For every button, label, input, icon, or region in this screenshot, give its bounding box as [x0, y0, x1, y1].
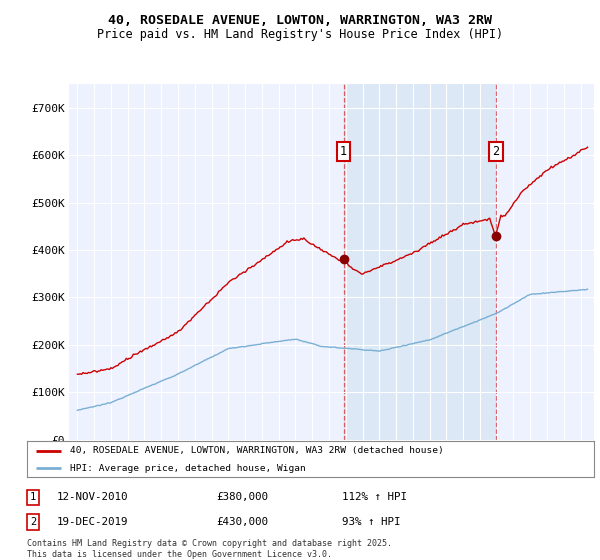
Text: 19-DEC-2019: 19-DEC-2019 [57, 517, 128, 527]
Text: HPI: Average price, detached house, Wigan: HPI: Average price, detached house, Wiga… [70, 464, 305, 473]
Text: 2: 2 [493, 145, 500, 158]
Text: 1: 1 [340, 145, 347, 158]
Text: Contains HM Land Registry data © Crown copyright and database right 2025.
This d: Contains HM Land Registry data © Crown c… [27, 539, 392, 559]
Text: Price paid vs. HM Land Registry's House Price Index (HPI): Price paid vs. HM Land Registry's House … [97, 28, 503, 41]
Bar [344, 84, 496, 440]
Text: 2: 2 [30, 517, 36, 527]
Text: 40, ROSEDALE AVENUE, LOWTON, WARRINGTON, WA3 2RW (detached house): 40, ROSEDALE AVENUE, LOWTON, WARRINGTON,… [70, 446, 443, 455]
Text: 112% ↑ HPI: 112% ↑ HPI [342, 492, 407, 502]
Text: £430,000: £430,000 [216, 517, 268, 527]
Text: 1: 1 [30, 492, 36, 502]
Text: 93% ↑ HPI: 93% ↑ HPI [342, 517, 401, 527]
Text: 12-NOV-2010: 12-NOV-2010 [57, 492, 128, 502]
Text: 40, ROSEDALE AVENUE, LOWTON, WARRINGTON, WA3 2RW: 40, ROSEDALE AVENUE, LOWTON, WARRINGTON,… [108, 14, 492, 27]
Text: £380,000: £380,000 [216, 492, 268, 502]
